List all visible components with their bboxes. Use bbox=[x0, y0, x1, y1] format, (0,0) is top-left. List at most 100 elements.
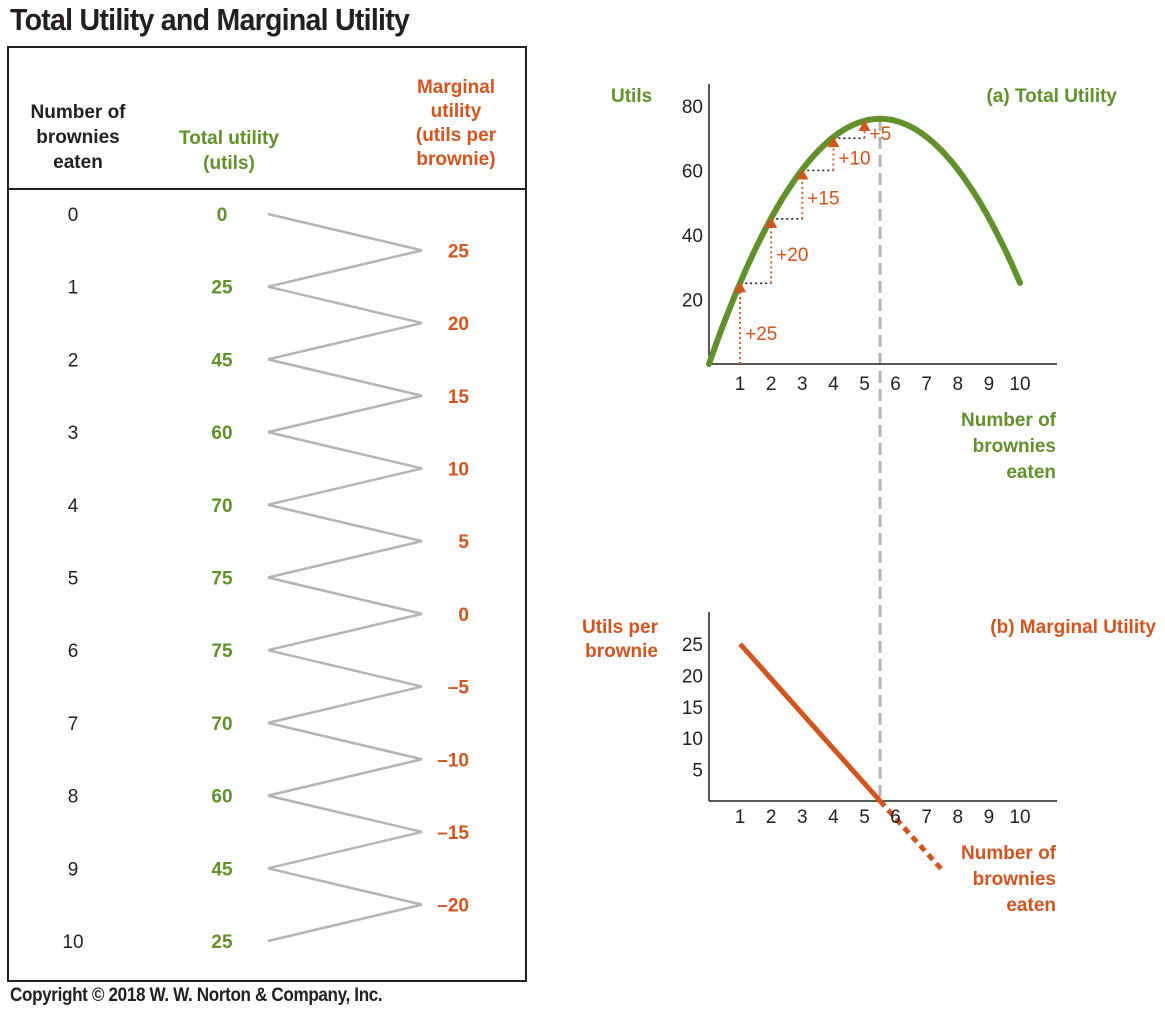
increment-arrowhead bbox=[827, 136, 840, 148]
brownies-cell: 3 bbox=[68, 423, 79, 444]
a-chart-title: (a) Total Utility bbox=[986, 86, 1117, 107]
zigzag-connector bbox=[267, 794, 423, 870]
total-utility-cell: 0 bbox=[217, 205, 228, 226]
brownies-cell: 2 bbox=[68, 350, 79, 371]
header-brownies-line: eaten bbox=[53, 152, 103, 173]
marginal-utility-cell: –10 bbox=[437, 750, 469, 771]
total-utility-cell: 60 bbox=[211, 423, 232, 444]
a-y-tick: 60 bbox=[682, 161, 703, 182]
marginal-utility-cell: 25 bbox=[448, 241, 470, 262]
a-x-tick: 9 bbox=[984, 374, 995, 395]
header-marginal-line: (utils per bbox=[416, 125, 497, 146]
column-brownies: 0 1 2 3 4 5 6 7 8 9 10 bbox=[62, 205, 83, 953]
b-ylabel-line: Utils per bbox=[582, 617, 659, 638]
increment-arrowhead bbox=[765, 216, 778, 228]
total-utility-cell: 75 bbox=[211, 641, 233, 662]
b-xlabel-line: Number of bbox=[961, 843, 1057, 864]
header-total-line: Total utility bbox=[179, 128, 279, 149]
a-xlabel-line: eaten bbox=[1006, 462, 1056, 483]
header-marginal-line: utility bbox=[431, 101, 482, 122]
header-marginal-utility: Marginal utility (utils per brownie) bbox=[416, 77, 497, 170]
marginal-utility-cell: 15 bbox=[448, 387, 470, 408]
a-x-tick: 7 bbox=[921, 374, 932, 395]
a-increment-arrows: +25 +20 +15 +10+5 bbox=[734, 120, 891, 345]
a-x-axis-label: Number of brownies eaten bbox=[961, 410, 1057, 483]
brownies-cell: 5 bbox=[68, 569, 79, 590]
increment-label: +5 bbox=[870, 124, 892, 145]
b-x-tick-labels: 1 2 3 4 5 6 7 8 9 10 bbox=[735, 807, 1031, 828]
total-utility-cell: 75 bbox=[211, 569, 233, 590]
zigzag-connector bbox=[267, 503, 423, 579]
brownies-cell: 8 bbox=[68, 787, 79, 808]
b-ylabel-line: brownie bbox=[585, 641, 658, 662]
increment-label: +25 bbox=[745, 324, 777, 345]
header-total-utility: Total utility (utils) bbox=[179, 128, 279, 174]
brownies-cell: 6 bbox=[68, 641, 79, 662]
a-x-tick: 1 bbox=[735, 374, 746, 395]
b-y-tick: 20 bbox=[682, 666, 703, 687]
b-x-tick: 9 bbox=[984, 807, 995, 828]
marginal-utility-negative-dotted-line bbox=[878, 799, 945, 872]
zigzag-connector bbox=[267, 358, 423, 434]
a-x-tick-labels: 1 2 3 4 5 6 7 8 9 10 bbox=[735, 374, 1031, 395]
header-marginal-line: Marginal bbox=[417, 77, 495, 98]
b-x-tick: 6 bbox=[890, 807, 901, 828]
brownies-cell: 10 bbox=[62, 932, 83, 953]
increment-arrowhead bbox=[858, 120, 871, 132]
a-xlabel-line: brownies bbox=[973, 436, 1056, 457]
b-xlabel-line: brownies bbox=[973, 869, 1056, 890]
zigzag-connector bbox=[267, 648, 423, 725]
total-utility-cell: 45 bbox=[211, 350, 233, 371]
a-y-tick: 20 bbox=[682, 290, 703, 311]
marginal-utility-cell: –20 bbox=[437, 896, 469, 917]
column-marginal-utility: 25 20 15 10 5 0 –5 –10 –15 –20 bbox=[437, 241, 469, 916]
b-x-tick: 1 bbox=[735, 807, 746, 828]
a-x-tick: 6 bbox=[890, 374, 901, 395]
increment-label: +20 bbox=[776, 245, 808, 266]
brownies-cell: 7 bbox=[68, 714, 79, 735]
b-y-tick-labels: 5 10 15 20 25 bbox=[682, 635, 703, 782]
header-brownies-eaten: Number of brownies eaten bbox=[31, 102, 127, 173]
marginal-utility-cell: –15 bbox=[437, 823, 469, 844]
a-y-tick: 40 bbox=[682, 226, 703, 247]
b-x-tick: 10 bbox=[1009, 807, 1030, 828]
b-x-tick: 2 bbox=[766, 807, 777, 828]
a-y-tick-labels: 20 40 60 80 bbox=[682, 97, 703, 312]
zigzag-connectors bbox=[267, 212, 423, 943]
brownies-cell: 1 bbox=[68, 278, 79, 299]
total-utility-cell: 25 bbox=[211, 932, 233, 953]
b-x-tick: 7 bbox=[921, 807, 932, 828]
zigzag-connector bbox=[267, 721, 423, 797]
total-utility-cell: 70 bbox=[211, 714, 232, 735]
a-increment-steps bbox=[739, 130, 866, 364]
increment-arrowhead bbox=[796, 168, 809, 180]
b-xlabel-line: eaten bbox=[1006, 895, 1056, 916]
table-frame bbox=[7, 46, 527, 982]
b-x-axis-label: Number of brownies eaten bbox=[961, 843, 1057, 916]
b-y-tick: 15 bbox=[682, 698, 703, 719]
marginal-utility-cell: 10 bbox=[448, 459, 469, 480]
zigzag-connector bbox=[267, 867, 423, 943]
zigzag-connector bbox=[267, 576, 423, 652]
copyright-notice: Copyright © 2018 W. W. Norton & Company,… bbox=[10, 985, 383, 1006]
brownies-cell: 0 bbox=[68, 205, 79, 226]
a-xlabel-line: Number of bbox=[961, 410, 1057, 431]
increment-label: +15 bbox=[807, 189, 839, 210]
marginal-utility-cell: 0 bbox=[458, 605, 469, 626]
marginal-utility-cell: 5 bbox=[458, 532, 469, 553]
increment-arrowhead bbox=[734, 281, 747, 293]
marginal-utility-line bbox=[738, 642, 882, 803]
zigzag-connector bbox=[267, 212, 423, 288]
marginal-utility-cell: 20 bbox=[448, 314, 469, 335]
a-x-tick: 3 bbox=[797, 374, 808, 395]
b-x-tick: 3 bbox=[797, 807, 808, 828]
a-x-tick: 5 bbox=[859, 374, 870, 395]
marginal-utility-cell: –5 bbox=[448, 678, 470, 699]
a-y-axis-label: Utils bbox=[611, 86, 652, 107]
panel-total-utility: +25 +20 +15 +10+5 20 40 60 80 1 2 3 4 5 6 7 8 9 10 Util… bbox=[611, 84, 1117, 483]
header-total-line: (utils) bbox=[203, 153, 255, 174]
header-brownies-line: Number of bbox=[31, 102, 127, 123]
zigzag-connector bbox=[267, 430, 423, 507]
brownies-cell: 9 bbox=[68, 859, 79, 880]
